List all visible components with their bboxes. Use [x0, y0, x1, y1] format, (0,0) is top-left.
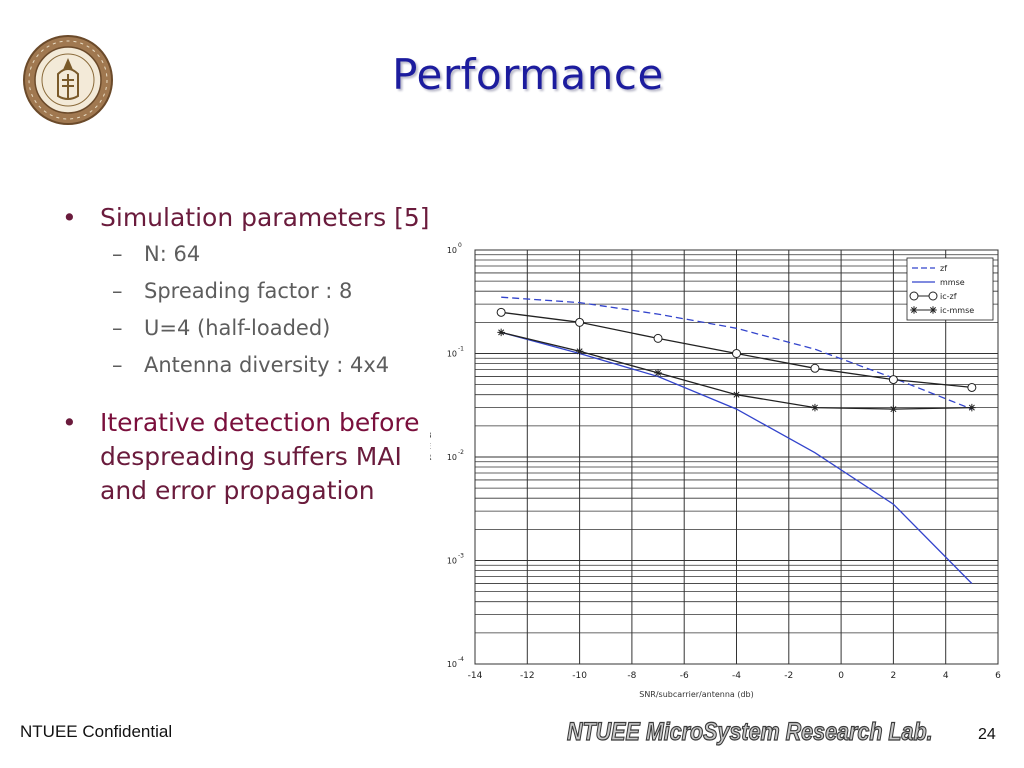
x-tick-label: -2 — [784, 671, 793, 681]
sub-bullet-list: N: 64 Spreading factor : 8 U=4 (half-loa… — [62, 236, 432, 384]
y-tick-exponent: -1 — [458, 346, 464, 353]
bullet-text: Simulation parameters [5] — [100, 203, 430, 232]
x-tick-label: -8 — [627, 671, 636, 681]
y-tick-label: 10 — [447, 350, 457, 359]
series-ic-mmse-point — [889, 405, 898, 413]
slide-title: Performance — [392, 50, 664, 99]
series-ic-mmse-point — [654, 369, 662, 377]
x-tick-label: -10 — [572, 671, 587, 681]
x-tick-label: 0 — [838, 671, 844, 681]
series-ic-zf-point — [575, 317, 585, 327]
x-tick-label: 4 — [943, 671, 949, 681]
legend-ic-zf-marker — [928, 291, 938, 301]
x-tick-label: -6 — [680, 671, 689, 681]
x-tick-label: -14 — [468, 671, 483, 681]
y-tick-exponent: -4 — [458, 656, 464, 663]
x-tick-label: 6 — [995, 671, 1001, 681]
x-axis-label: SNR/subcarrier/antenna (db) — [639, 690, 754, 699]
university-seal-logo — [23, 35, 113, 125]
series-ic-mmse-point — [968, 403, 976, 412]
series-ic-zf-point — [496, 307, 506, 317]
bullet-text-part1: Iterative detection before — [100, 408, 420, 437]
sub-bullet-users: U=4 (half-loaded) — [62, 310, 432, 347]
y-axis-label-letter: R — [430, 453, 432, 462]
y-tick-exponent: -3 — [458, 553, 464, 560]
y-tick-label: 10 — [447, 246, 457, 255]
y-tick-exponent: -2 — [458, 449, 464, 456]
y-axis-label-letter: E — [430, 442, 431, 451]
legend-label: ic-mmse — [940, 306, 974, 315]
x-tick-label: -4 — [732, 671, 741, 681]
y-tick-label: 10 — [447, 557, 457, 566]
x-tick-label: -12 — [520, 671, 535, 681]
legend-label: zf — [940, 264, 947, 273]
ber-chart: -14 -12 -10 -8 -6 -4 -2 0 2 4 610010-110-210-310-4… — [430, 242, 1001, 699]
y-axis-label-letter: B — [430, 431, 432, 440]
page-number: 24 — [978, 726, 996, 743]
y-tick-label: 10 — [447, 660, 457, 669]
legend-label: ic-zf — [940, 292, 957, 301]
series-ic-zf-point — [732, 349, 741, 358]
x-tick-label: 2 — [891, 671, 897, 681]
series-ic-zf-point — [810, 363, 820, 373]
legend-ic-mmse-marker — [910, 306, 918, 314]
footer-confidential: NTUEE Confidential — [20, 722, 173, 741]
sub-bullet-n: N: 64 — [62, 236, 432, 273]
series-ic-zf-point — [967, 382, 977, 392]
legend-ic-zf-marker — [909, 291, 919, 301]
bullet-list: Simulation parameters [5] N: 64 Spreadin… — [62, 200, 432, 508]
series-ic-mmse-point — [575, 347, 584, 356]
bullet-iterative-detection: Iterative detection before despreading s… — [62, 406, 432, 508]
series-ic-zf-point — [653, 333, 663, 343]
series-ic-mmse-point — [497, 328, 505, 337]
footer-lab-logo: NTUEE MicroSystem Research Lab. — [566, 717, 933, 746]
y-tick-label: 10 — [447, 453, 457, 462]
sub-bullet-antenna-diversity: Antenna diversity : 4x4 — [62, 347, 432, 384]
series-ic-zf-point — [888, 375, 898, 385]
legend-ic-mmse-marker — [929, 306, 937, 314]
y-tick-exponent: 0 — [458, 242, 462, 249]
legend-label: mmse — [940, 278, 965, 287]
series-ic-mmse-point — [732, 390, 741, 399]
bullet-simulation-parameters: Simulation parameters [5] — [62, 200, 432, 236]
series-ic-mmse-point — [811, 403, 819, 412]
bullet-text-part2: despreading suffers MAI and error propag… — [100, 442, 402, 505]
sub-bullet-spreading-factor: Spreading factor : 8 — [62, 273, 432, 310]
